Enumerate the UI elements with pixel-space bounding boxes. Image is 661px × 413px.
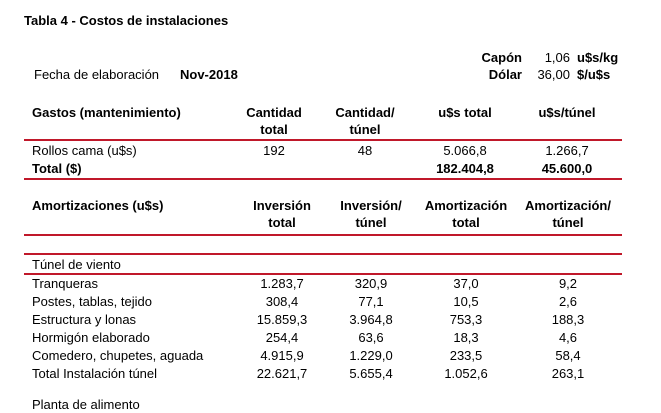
- gastos-h2b: túnel: [349, 122, 381, 137]
- table-cell: 1.283,7: [260, 276, 304, 291]
- table-row-label: Total Instalación túnel: [32, 366, 158, 381]
- dolar-unit: $/u$s: [577, 67, 611, 82]
- capon-label: Capón: [481, 50, 522, 65]
- gastos-h1a: Cantidad: [246, 105, 302, 120]
- table-row-label: Tranqueras: [32, 276, 98, 291]
- table-cell: 753,3: [449, 312, 483, 327]
- amort-h1a: Inversión: [253, 198, 311, 213]
- gastos-total-v4: 45.600,0: [541, 161, 593, 176]
- table-cell: 263,1: [551, 366, 585, 381]
- gastos-total-label: Total ($): [32, 161, 82, 176]
- table-row-label: Postes, tablas, tejido: [32, 294, 152, 309]
- table-cell: 4,6: [558, 330, 578, 345]
- gastos-row-label: Rollos cama (u$s): [32, 143, 137, 158]
- amort-h3a: Amortización: [424, 198, 508, 213]
- gastos-row-v1: 192: [263, 143, 285, 158]
- amort-h2a: Inversión/: [340, 198, 402, 213]
- table-cell: 1.229,0: [349, 348, 393, 363]
- dolar-value: 36,00: [537, 67, 570, 82]
- capon-unit: u$s/kg: [577, 50, 619, 65]
- table-cell: 37,0: [453, 276, 479, 291]
- amort-h4a: Amortización/: [525, 198, 611, 213]
- table-cell: 233,5: [449, 348, 483, 363]
- table-cell: 18,3: [453, 330, 479, 345]
- gastos-row-v2: 48: [357, 143, 373, 158]
- amort-h4b: túnel: [552, 215, 584, 230]
- table-cell: 3.964,8: [349, 312, 393, 327]
- gastos-title: Gastos (mantenimiento): [32, 105, 181, 120]
- gastos-h1b: total: [260, 122, 288, 137]
- table-cell: 320,9: [354, 276, 388, 291]
- gastos-row-v4: 1.266,7: [545, 143, 589, 158]
- amort-h1b: total: [268, 215, 296, 230]
- section-label: Túnel de viento: [32, 257, 121, 272]
- gastos-row-v3: 5.066,8: [443, 143, 487, 158]
- fecha-label: Fecha de elaboración: [34, 67, 160, 82]
- dolar-label: Dólar: [488, 67, 522, 82]
- table-cell: 308,4: [265, 294, 299, 309]
- table-row-label: Comedero, chupetes, aguada: [32, 348, 204, 363]
- divider: [24, 178, 622, 180]
- table-cell: 63,6: [358, 330, 384, 345]
- table-cell: 10,5: [453, 294, 479, 309]
- table-cell: 15.859,3: [256, 312, 308, 327]
- gastos-h3: u$s total: [438, 105, 492, 120]
- gastos-h2a: Cantidad/: [335, 105, 395, 120]
- divider: [24, 273, 622, 275]
- table-cell: 2,6: [558, 294, 578, 309]
- table-cell: 4.915,9: [260, 348, 304, 363]
- table-cell: 58,4: [555, 348, 581, 363]
- table-cell: 254,4: [265, 330, 299, 345]
- table-cell: 22.621,7: [256, 366, 308, 381]
- table-row-label: Hormigón elaborado: [32, 330, 150, 345]
- amort-h2b: túnel: [355, 215, 387, 230]
- page-title: Tabla 4 - Costos de instalaciones: [24, 13, 229, 28]
- capon-value: 1,06: [544, 50, 570, 65]
- gastos-h4: u$s/túnel: [538, 105, 596, 120]
- fecha-value: Nov-2018: [180, 67, 238, 82]
- table-cell: 188,3: [551, 312, 585, 327]
- table-cell: 9,2: [558, 276, 578, 291]
- amort-h3b: total: [452, 215, 480, 230]
- gastos-total-v3: 182.404,8: [436, 161, 494, 176]
- table-cell: 5.655,4: [349, 366, 393, 381]
- divider: [24, 139, 622, 141]
- table-cell: 1.052,6: [444, 366, 488, 381]
- table-cell: 77,1: [358, 294, 384, 309]
- amort-title: Amortizaciones (u$s): [32, 198, 164, 213]
- table-row-label: Estructura y lonas: [32, 312, 137, 327]
- divider: [24, 234, 622, 236]
- divider: [24, 253, 622, 255]
